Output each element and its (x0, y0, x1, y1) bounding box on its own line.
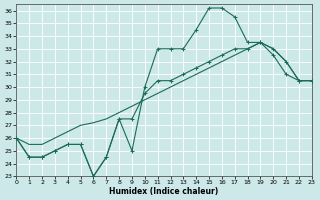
X-axis label: Humidex (Indice chaleur): Humidex (Indice chaleur) (109, 187, 219, 196)
